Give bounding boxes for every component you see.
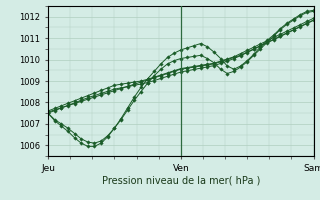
X-axis label: Pression niveau de la mer( hPa ): Pression niveau de la mer( hPa ): [102, 175, 260, 185]
